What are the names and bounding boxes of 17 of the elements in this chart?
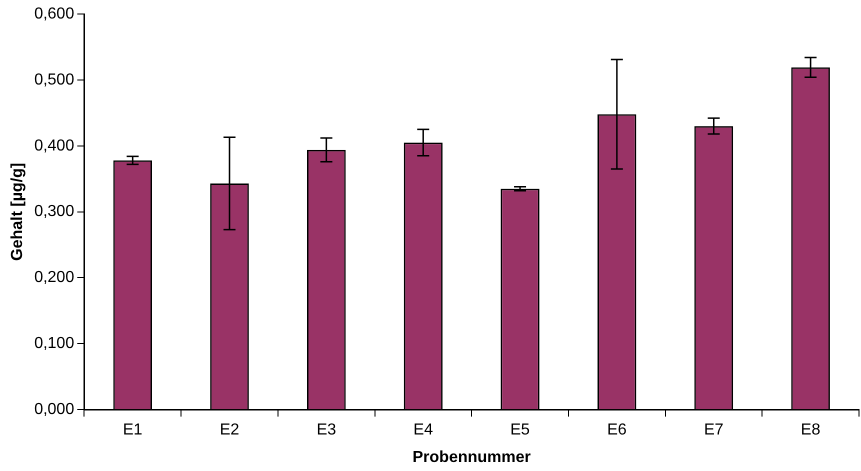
y-tick-label: 0,200 — [34, 269, 74, 286]
x-axis-title: Probennummer — [412, 448, 531, 466]
x-tick-label: E7 — [704, 422, 724, 439]
x-tick-label: E5 — [510, 422, 530, 439]
x-tick-label: E2 — [220, 422, 240, 439]
y-tick-label: 0,000 — [34, 401, 74, 418]
y-tick-label: 0,500 — [34, 71, 74, 88]
y-axis-title: Gehalt [µg/g] — [9, 162, 26, 261]
x-tick-label: E3 — [316, 422, 336, 439]
y-tick-label: 0,400 — [34, 137, 74, 154]
x-tick-label: E4 — [413, 422, 434, 439]
y-tick-label: 0,100 — [34, 335, 74, 352]
x-tick-label: E1 — [122, 422, 143, 439]
x-tick-label: E8 — [800, 422, 820, 439]
x-tick-label: E6 — [607, 422, 627, 439]
y-tick-label: 0,300 — [34, 203, 74, 220]
y-tick-label: 0,600 — [34, 5, 74, 22]
